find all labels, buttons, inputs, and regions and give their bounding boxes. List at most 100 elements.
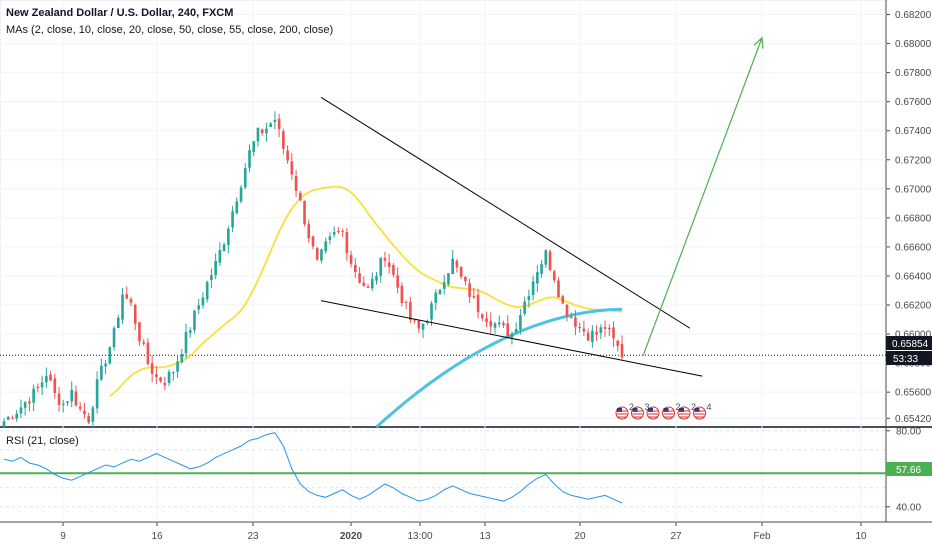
candle[interactable] — [442, 274, 446, 295]
indicator-legend[interactable]: MAs (2, close, 10, close, 20, close, 50,… — [6, 24, 333, 36]
candle[interactable] — [49, 370, 52, 382]
lower-trendline[interactable] — [320, 300, 703, 377]
candle[interactable] — [53, 373, 57, 399]
rsi-line[interactable] — [3, 432, 623, 504]
candle[interactable] — [87, 412, 90, 425]
candle[interactable] — [121, 287, 124, 324]
candle[interactable] — [188, 327, 192, 338]
candle[interactable] — [489, 312, 493, 335]
candle[interactable] — [320, 248, 323, 264]
candle[interactable] — [595, 325, 598, 341]
ma-blue-line[interactable] — [375, 307, 623, 429]
candle[interactable] — [379, 257, 383, 283]
candle[interactable] — [434, 289, 438, 311]
candle[interactable] — [324, 237, 328, 254]
event-marker[interactable]: 2 — [677, 402, 696, 420]
candle[interactable] — [252, 141, 256, 157]
candle[interactable] — [180, 348, 184, 364]
candle[interactable] — [146, 338, 150, 366]
candle[interactable] — [527, 289, 531, 308]
candle[interactable] — [400, 282, 404, 307]
candle[interactable] — [108, 346, 112, 365]
candle[interactable] — [586, 328, 590, 342]
candle[interactable] — [235, 197, 239, 215]
candle[interactable] — [210, 268, 213, 289]
candle[interactable] — [129, 297, 133, 307]
candle[interactable] — [468, 278, 471, 304]
candle[interactable] — [167, 369, 171, 387]
candle[interactable] — [616, 339, 620, 352]
candle[interactable] — [2, 418, 6, 428]
upper-trendline[interactable] — [320, 96, 691, 329]
candle[interactable] — [138, 322, 141, 346]
candle[interactable] — [269, 122, 272, 128]
candle[interactable] — [349, 250, 353, 268]
candle[interactable] — [341, 228, 344, 238]
candle[interactable] — [531, 275, 535, 301]
candle[interactable] — [459, 266, 463, 279]
candle[interactable] — [277, 113, 281, 138]
rsi-title[interactable]: RSI (21, close) — [6, 435, 79, 447]
candle[interactable] — [307, 219, 311, 243]
candle[interactable] — [569, 312, 573, 319]
candle[interactable] — [561, 294, 565, 304]
candle[interactable] — [337, 226, 340, 235]
candle[interactable] — [315, 246, 319, 261]
candle[interactable] — [282, 128, 285, 155]
candle[interactable] — [497, 315, 501, 328]
candle[interactable] — [290, 153, 294, 180]
candle[interactable] — [273, 111, 277, 130]
candle[interactable] — [392, 263, 395, 278]
candle[interactable] — [265, 122, 268, 142]
candle[interactable] — [578, 322, 581, 333]
candle[interactable] — [438, 288, 442, 295]
candle[interactable] — [387, 254, 391, 274]
candle[interactable] — [582, 320, 586, 337]
time-axis[interactable]: 9 16 23 2020 13:00 13 20 27 Feb 10 — [60, 522, 867, 542]
candle[interactable] — [142, 339, 145, 346]
candle[interactable] — [83, 402, 86, 419]
candle[interactable] — [565, 304, 569, 322]
candle[interactable] — [172, 370, 175, 381]
candle[interactable] — [227, 225, 230, 254]
event-marker[interactable]: 2 — [615, 402, 634, 420]
candle[interactable] — [425, 319, 429, 326]
candle[interactable] — [544, 249, 548, 268]
candle[interactable] — [303, 200, 306, 227]
candle[interactable] — [260, 128, 264, 136]
candle[interactable] — [28, 397, 31, 412]
candle[interactable] — [231, 205, 234, 233]
candle[interactable] — [23, 401, 27, 416]
candle[interactable] — [540, 260, 543, 278]
candle[interactable] — [61, 399, 65, 413]
candle[interactable] — [607, 324, 611, 337]
candle[interactable] — [150, 355, 154, 383]
candle[interactable] — [502, 320, 505, 328]
candle[interactable] — [328, 232, 332, 245]
candle[interactable] — [455, 258, 459, 273]
candle[interactable] — [404, 300, 408, 310]
candle[interactable] — [91, 405, 95, 429]
candle[interactable] — [214, 253, 217, 280]
candle[interactable] — [286, 145, 289, 164]
candle[interactable] — [481, 313, 484, 322]
candle[interactable] — [366, 284, 370, 289]
candle[interactable] — [176, 354, 179, 378]
candle[interactable] — [197, 298, 201, 315]
candle[interactable] — [536, 265, 539, 293]
candle[interactable] — [417, 319, 421, 334]
candle[interactable] — [193, 309, 196, 334]
candle[interactable] — [15, 409, 19, 422]
candle[interactable] — [375, 271, 378, 285]
candle[interactable] — [222, 242, 226, 252]
candle[interactable] — [125, 286, 129, 300]
candle[interactable] — [599, 324, 603, 339]
candle[interactable] — [514, 322, 518, 334]
candle[interactable] — [332, 226, 336, 238]
candle[interactable] — [485, 311, 488, 328]
candle[interactable] — [11, 415, 14, 420]
candle[interactable] — [612, 321, 615, 348]
candle[interactable] — [311, 235, 315, 250]
